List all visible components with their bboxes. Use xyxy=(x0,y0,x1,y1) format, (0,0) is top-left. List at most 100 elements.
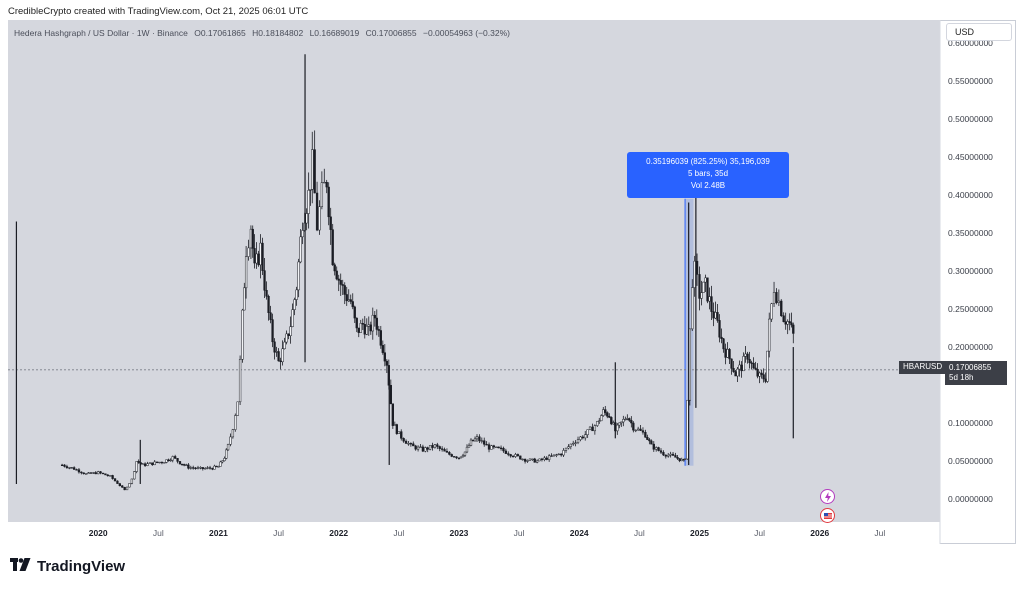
candle-body xyxy=(669,453,672,456)
candle-body xyxy=(201,467,204,470)
candle-body xyxy=(545,457,548,460)
candle-body xyxy=(404,440,408,444)
candle-body xyxy=(85,473,88,475)
y-tick-label: 0.55000000 xyxy=(948,76,993,86)
bar-countdown: 5d 18h xyxy=(949,373,974,382)
candle-body xyxy=(624,418,627,421)
candle-body xyxy=(116,480,119,484)
x-tick-label: 2021 xyxy=(209,528,228,538)
candle-body xyxy=(229,436,232,445)
y-tick-label: 0.50000000 xyxy=(948,114,993,124)
tradingview-logo[interactable]: TradingView xyxy=(10,558,125,575)
candle-body xyxy=(606,412,609,417)
candle-body xyxy=(381,345,384,353)
candle-body xyxy=(581,436,584,439)
candle-body xyxy=(732,368,735,372)
candle-body xyxy=(121,485,124,488)
candle-body xyxy=(495,446,498,448)
candle-body xyxy=(453,456,456,458)
candle-body xyxy=(130,478,134,484)
candle-body xyxy=(671,453,675,456)
measure-tooltip-line3: Vol 2.48B xyxy=(690,181,726,190)
candle-body xyxy=(485,444,488,446)
candle-body xyxy=(792,324,795,334)
candle-body xyxy=(487,444,491,450)
measure-tooltip: 0.35196039 (825.25%) 35,196,039 5 bars, … xyxy=(627,152,789,198)
candle-body xyxy=(756,369,759,377)
candle-body xyxy=(736,368,739,377)
high-value: H0.18184802 xyxy=(252,28,304,38)
candle-body xyxy=(65,466,69,468)
lightning-event-icon[interactable] xyxy=(820,489,835,504)
y-tick-label: 0.20000000 xyxy=(948,342,993,352)
candle-body xyxy=(740,364,743,372)
change-value: −0.00054963 (−0.32%) xyxy=(423,28,510,38)
candle-body xyxy=(748,359,751,363)
candle-body xyxy=(533,458,536,463)
x-tick-label: Jul xyxy=(393,528,404,538)
candle-body xyxy=(217,466,220,468)
y-tick-label: 0.25000000 xyxy=(948,304,993,314)
chart-credit: CredibleCrypto created with TradingView.… xyxy=(8,6,309,17)
candle-body xyxy=(94,472,97,475)
candle-body xyxy=(414,445,417,450)
candle-body xyxy=(349,299,352,302)
candle-body xyxy=(158,461,161,464)
candle-body xyxy=(742,356,745,372)
candle-body xyxy=(325,181,328,188)
candle-body xyxy=(718,320,721,338)
candle-body xyxy=(253,248,256,264)
candle-body xyxy=(267,296,270,313)
candle-body xyxy=(637,428,640,431)
candle-body xyxy=(591,426,594,432)
candle-body xyxy=(165,459,168,463)
candle-body xyxy=(318,206,321,231)
candle-body xyxy=(560,453,563,456)
candle-body xyxy=(622,419,625,423)
candle-body xyxy=(63,464,66,467)
candle-body xyxy=(626,418,629,420)
candle-body xyxy=(455,456,458,459)
candle-body xyxy=(659,450,663,453)
candle-body xyxy=(104,473,107,476)
candle-body xyxy=(301,230,304,238)
candle-body xyxy=(716,312,719,321)
candle-body xyxy=(564,447,568,451)
flag-event-icon[interactable] xyxy=(820,508,835,523)
candle-body xyxy=(226,444,230,451)
y-tick-label: 0.10000000 xyxy=(948,418,993,428)
candle-body xyxy=(155,461,159,463)
candle-body xyxy=(490,445,493,450)
candle-body xyxy=(528,458,532,461)
candle-body xyxy=(82,472,85,474)
candle-body xyxy=(777,300,781,303)
candle-body xyxy=(616,424,619,432)
candle-body xyxy=(782,315,785,322)
candle-body xyxy=(433,444,437,448)
price-chart[interactable]: 0.60000000 0.55000000 0.50000000 0.45000000… xyxy=(8,20,1016,544)
candle-body xyxy=(550,455,553,457)
candle-body xyxy=(97,471,100,475)
candle-body xyxy=(428,445,432,450)
candle-body xyxy=(137,461,140,463)
candle-body xyxy=(676,457,679,459)
candle-body xyxy=(538,458,541,462)
candle-body xyxy=(497,446,500,449)
candle-body xyxy=(273,341,276,353)
candle-body xyxy=(281,348,284,363)
current-price-value: 0.17006855 xyxy=(949,363,992,372)
candle-body xyxy=(323,181,326,184)
candle-body xyxy=(419,446,422,448)
candle-body xyxy=(706,277,709,302)
candle-body xyxy=(576,439,580,443)
candle-body xyxy=(478,436,481,442)
candle-body xyxy=(299,236,302,263)
candle-body xyxy=(320,182,324,208)
candle-body xyxy=(174,456,177,459)
currency-button[interactable]: USD xyxy=(946,23,1012,41)
candle-body xyxy=(223,458,226,462)
candle-body xyxy=(123,487,126,491)
candle-body xyxy=(241,309,244,360)
candle-body xyxy=(502,447,505,452)
candle-body xyxy=(259,242,262,266)
